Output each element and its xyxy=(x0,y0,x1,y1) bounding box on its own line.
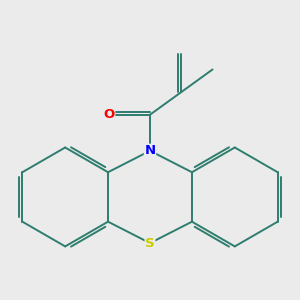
Text: N: N xyxy=(144,144,156,157)
Text: S: S xyxy=(145,237,155,250)
Text: O: O xyxy=(103,108,115,121)
